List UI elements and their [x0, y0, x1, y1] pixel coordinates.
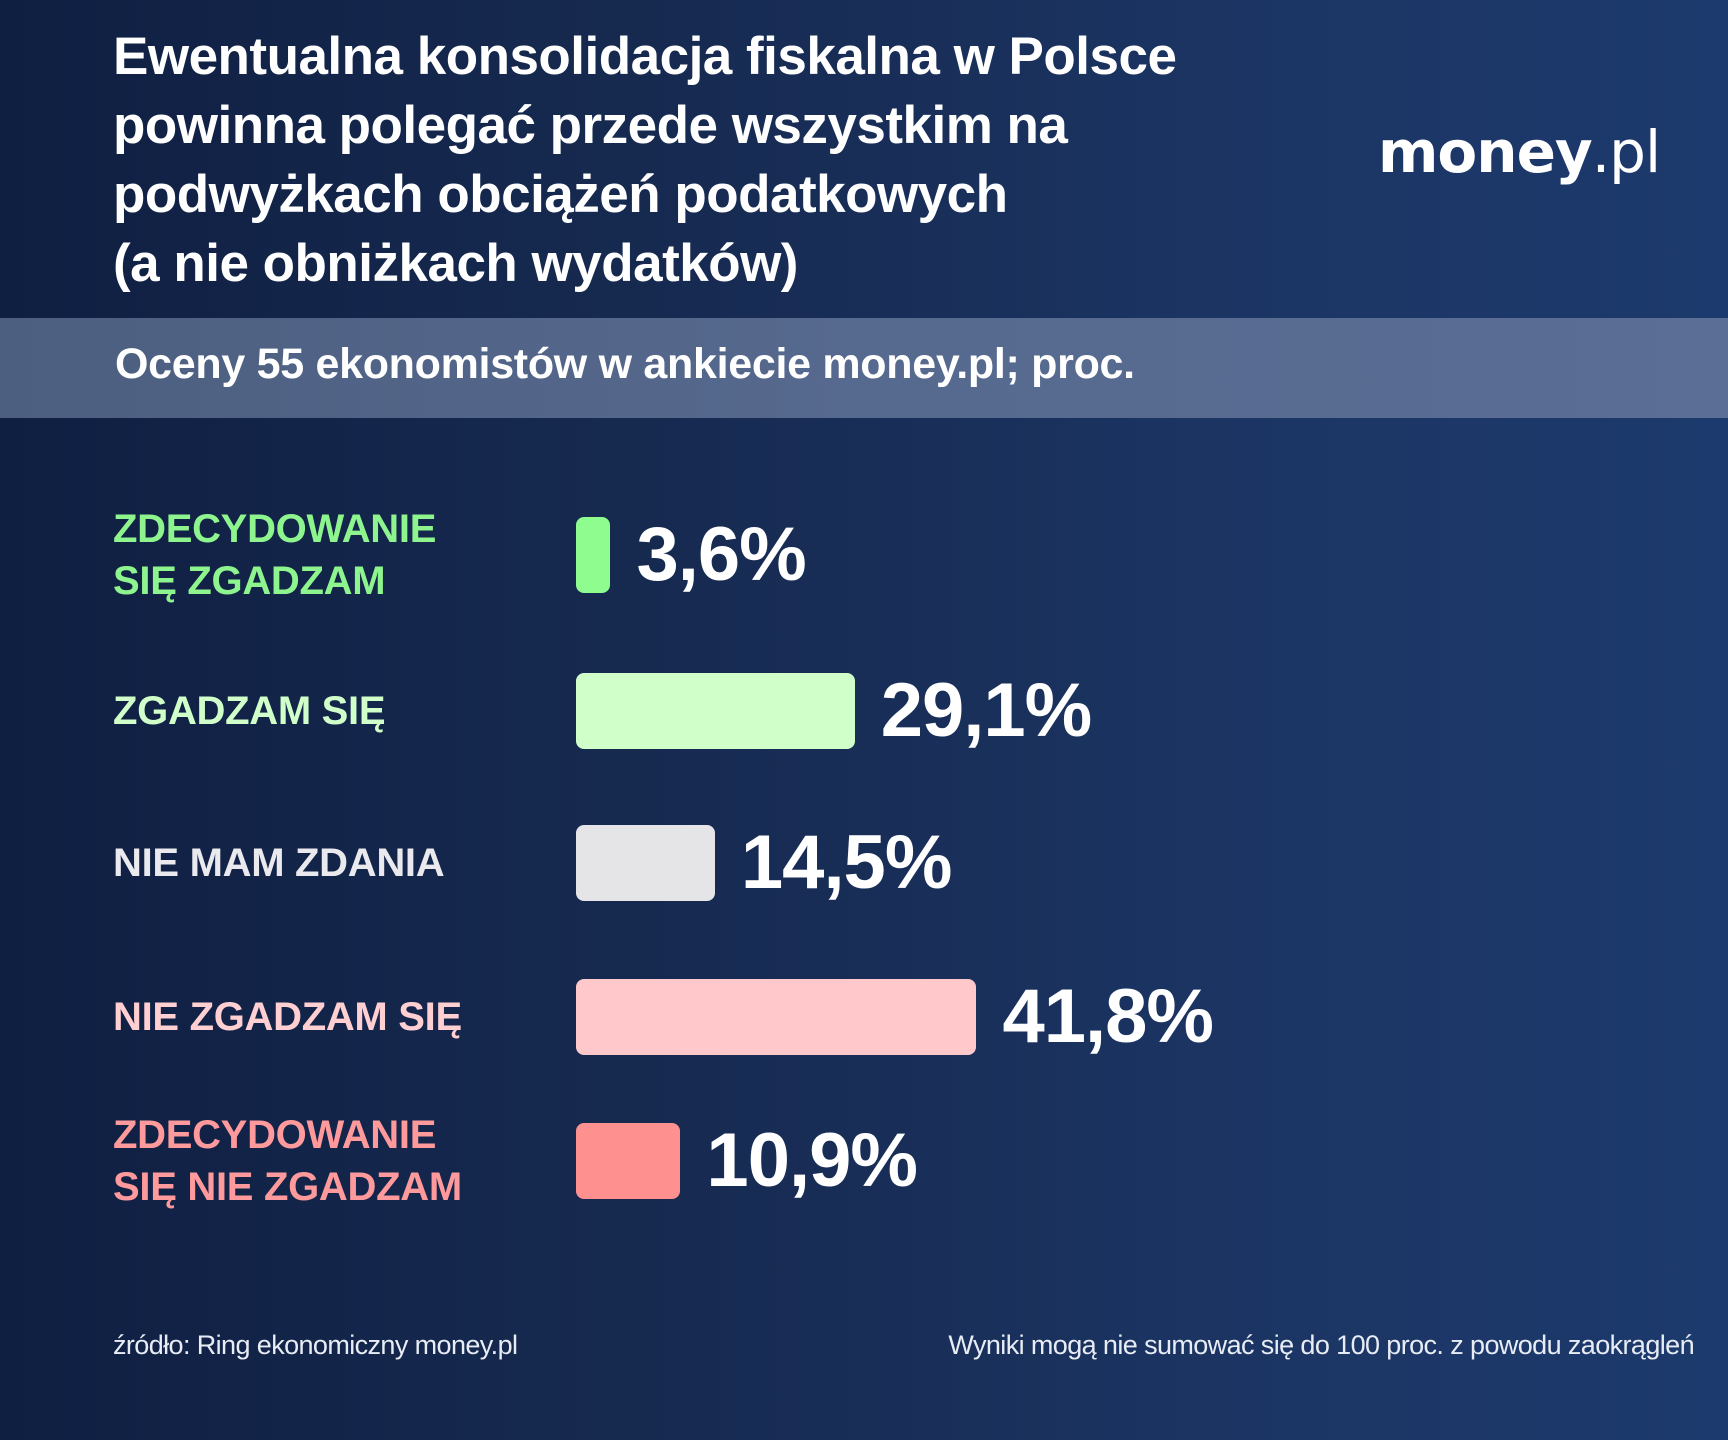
chart-title: Ewentualna konsolidacja fiskalna w Polsc… — [113, 22, 1263, 298]
category-label-line: SIĘ NIE ZGADZAM — [113, 1165, 462, 1209]
chart-subtitle: Oceny 55 ekonomistów w ankiecie money.pl… — [115, 340, 1135, 388]
logo-brand: money — [1378, 118, 1593, 186]
category-label-line: SIĘ ZGADZAM — [113, 559, 386, 603]
bar-row: ZGADZAM SIĘ 29,1% — [0, 656, 1728, 766]
source-note: źródło: Ring ekonomiczny money.pl — [113, 1330, 518, 1360]
money-pl-logo: money.pl — [1378, 118, 1661, 186]
subtitle-band: Oceny 55 ekonomistów w ankiecie money.pl… — [0, 318, 1728, 418]
category-label-line: NIE ZGADZAM SIĘ — [113, 995, 462, 1039]
bar-row: ZDECYDOWANIE SIĘ ZGADZAM 3,6% — [0, 500, 1728, 610]
category-label: ZDECYDOWANIE SIĘ NIE ZGADZAM — [113, 1106, 553, 1216]
bar — [576, 1123, 681, 1199]
bar-row: NIE MAM ZDANIA 14,5% — [0, 808, 1728, 918]
category-label-line: ZDECYDOWANIE — [113, 507, 437, 551]
bar — [576, 673, 855, 749]
category-label: ZGADZAM SIĘ — [113, 656, 553, 766]
title-line: powinna polegać przede wszystkim na — [113, 96, 1068, 155]
bar — [576, 979, 977, 1055]
title-line: Ewentualna konsolidacja fiskalna w Polsc… — [113, 27, 1177, 86]
value-label: 3,6% — [636, 512, 806, 597]
bar — [576, 517, 611, 593]
value-label: 14,5% — [740, 820, 952, 905]
title-line: (a nie obniżkach wydatków) — [113, 234, 798, 293]
category-label: NIE ZGADZAM SIĘ — [113, 962, 553, 1072]
category-label-line: ZDECYDOWANIE — [113, 1113, 437, 1157]
title-line: podwyżkach obciążeń podatkowych — [113, 165, 1008, 224]
category-label-line: ZGADZAM SIĘ — [113, 689, 386, 733]
logo-tld: .pl — [1591, 118, 1661, 186]
rounding-note: Wyniki mogą nie sumować się do 100 proc.… — [948, 1330, 1694, 1360]
value-label: 29,1% — [880, 668, 1092, 753]
value-label: 41,8% — [1002, 974, 1213, 1059]
bar-row: NIE ZGADZAM SIĘ 41,8% — [0, 962, 1728, 1072]
category-label: NIE MAM ZDANIA — [113, 808, 553, 918]
value-label: 10,9% — [706, 1118, 917, 1203]
category-label: ZDECYDOWANIE SIĘ ZGADZAM — [113, 500, 553, 610]
category-label-line: NIE MAM ZDANIA — [113, 841, 445, 885]
bar-row: ZDECYDOWANIE SIĘ NIE ZGADZAM 10,9% — [0, 1106, 1728, 1216]
bar — [576, 825, 715, 901]
